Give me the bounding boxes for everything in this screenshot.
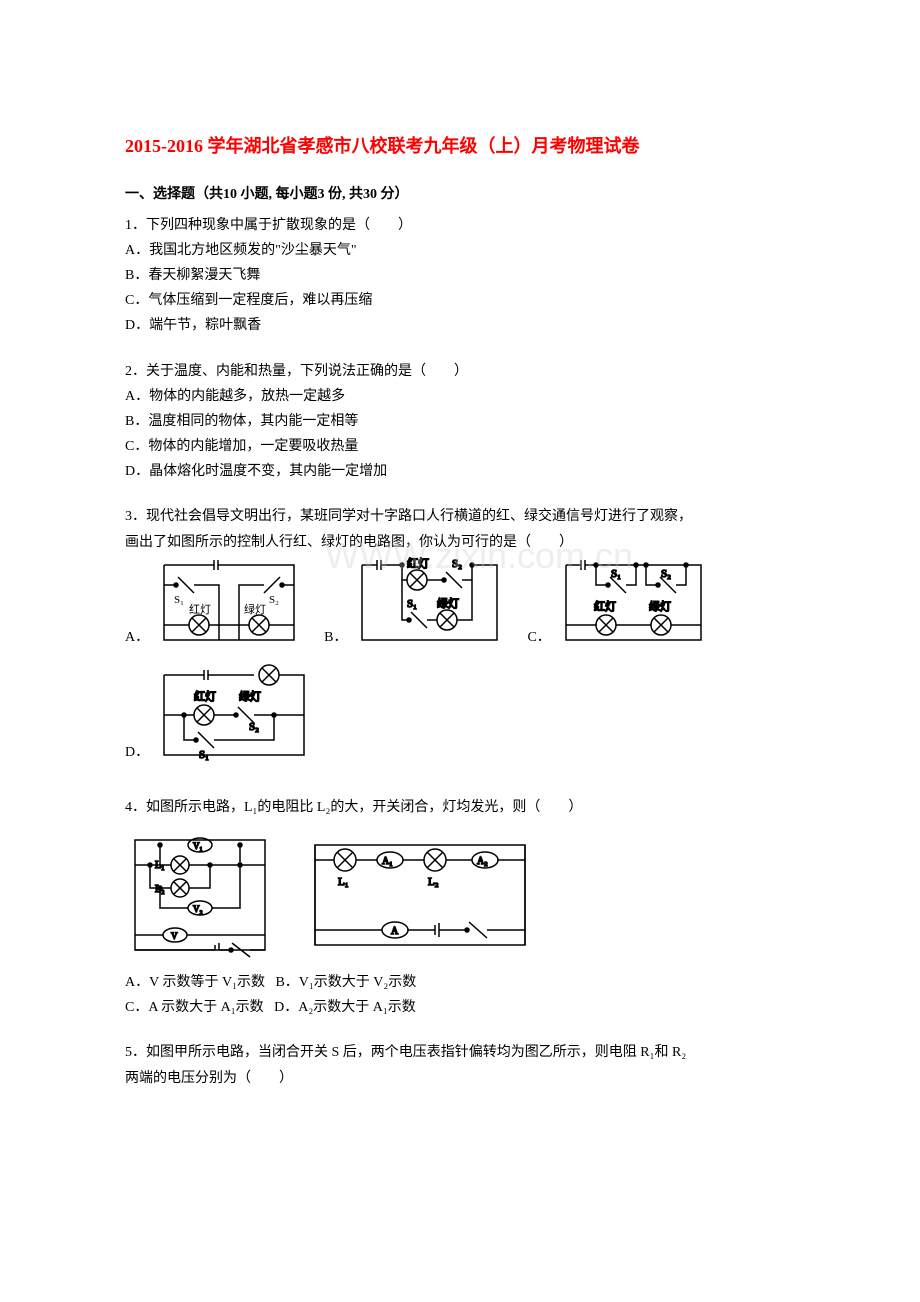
q3-label-c: C．	[527, 625, 550, 650]
q4-stem: 4．如图所示电路，L₁的电阻比 L₂的大，开关闭合，灯均发光，则（ ）	[125, 795, 795, 820]
q3-stem2: 画出了如图所示的控制人行红、绿灯的电路图，你认为可行的是（ ）	[125, 530, 795, 555]
q2-option-b: B．温度相同的物体，其内能一定相等	[125, 409, 795, 434]
question-3: 3．现代社会倡导文明出行，某班同学对十字路口人行横道的红、绿交通信号灯进行了观察…	[125, 504, 795, 774]
svg-text:V₁: V₁	[193, 841, 203, 851]
q1-option-c: C．气体压缩到一定程度后，难以再压缩	[125, 288, 795, 313]
svg-text:S₁: S₁	[174, 594, 184, 606]
svg-text:S₂: S₂	[661, 568, 671, 580]
section-header: 一、选择题（共10 小题, 每小题3 份, 共30 分）	[125, 182, 795, 207]
circuit-d-icon: 红灯 绿灯 S₂ S₁	[154, 660, 314, 765]
svg-text:绿灯: 绿灯	[239, 689, 261, 703]
question-5: 5．如图甲所示电路，当闭合开关 S 后，两个电压表指针偏转均为图乙所示，则电阻 …	[125, 1040, 795, 1090]
svg-text:红灯: 红灯	[194, 690, 216, 703]
q4-option-b: B．V₁示数大于 V₂示数	[275, 975, 416, 990]
svg-text:S₁: S₁	[407, 598, 417, 610]
q3-label-b: B．	[324, 625, 347, 650]
q2-option-a: A．物体的内能越多，放热一定越多	[125, 384, 795, 409]
question-1: 1．下列四种现象中属于扩散现象的是（ ） A．我国北方地区频发的"沙尘暴天气" …	[125, 213, 795, 339]
q2-option-c: C．物体的内能增加，一定要吸收热量	[125, 434, 795, 459]
svg-text:A₁: A₁	[382, 856, 393, 867]
svg-text:绿灯: 绿灯	[649, 599, 671, 613]
svg-text:绿灯: 绿灯	[437, 596, 459, 610]
q2-option-d: D．晶体熔化时温度不变，其内能一定增加	[125, 459, 795, 484]
svg-text:V: V	[171, 931, 178, 941]
question-4: 4．如图所示电路，L₁的电阻比 L₂的大，开关闭合，灯均发光，则（ ） V₁ L…	[125, 795, 795, 1021]
q2-stem: 2．关于温度、内能和热量，下列说法正确的是（ ）	[125, 359, 795, 384]
q5-stem2: 两端的电压分别为（ ）	[125, 1066, 795, 1091]
svg-text:红灯: 红灯	[407, 557, 429, 570]
circuit-b-icon: 红灯 S₂ 绿灯 S₁	[352, 555, 507, 650]
svg-text:S₂: S₂	[452, 558, 462, 570]
q3-option-b: B． 红灯 S₂ 绿灯	[324, 555, 507, 650]
q1-option-b: B．春天柳絮漫天飞舞	[125, 263, 795, 288]
q3-stem1: 3．现代社会倡导文明出行，某班同学对十字路口人行横道的红、绿交通信号灯进行了观察…	[125, 504, 795, 529]
svg-text:红灯: 红灯	[189, 603, 211, 616]
svg-text:L₁: L₁	[338, 876, 349, 888]
svg-text:V₂: V₂	[193, 904, 203, 914]
q4-option-a: A．V 示数等于 V₁示数	[125, 975, 265, 990]
svg-text:A: A	[391, 926, 399, 937]
q5-stem1: 5．如图甲所示电路，当闭合开关 S 后，两个电压表指针偏转均为图乙所示，则电阻 …	[125, 1040, 795, 1065]
page-title: 2015-2016 学年湖北省孝感市八校联考九年级（上）月考物理试卷	[125, 130, 795, 162]
circuit-c-icon: S₁ S₂ 红灯 绿灯	[556, 555, 711, 650]
q4-option-d: D．A₂示数大于 A₁示数	[274, 1000, 416, 1015]
q1-option-d: D．端午节，粽叶飘香	[125, 313, 795, 338]
circuit-a-icon: S₁ S₂ 红灯 绿灯	[154, 555, 304, 650]
q3-option-d: D． 红灯 绿灯 S₂ S₁	[125, 660, 314, 765]
svg-text:红灯: 红灯	[594, 600, 616, 613]
q4-option-c: C．A 示数大于 A₁示数	[125, 1000, 264, 1015]
circuit-q4-right-icon: L₁ A₁ L₂ A₂ A	[305, 830, 535, 960]
svg-text:S₁: S₁	[199, 749, 209, 761]
svg-text:S₂: S₂	[249, 721, 259, 733]
svg-text:S₂: S₂	[269, 594, 279, 606]
q3-label-a: A．	[125, 625, 149, 650]
q1-stem: 1．下列四种现象中属于扩散现象的是（ ）	[125, 213, 795, 238]
circuit-q4-left-icon: V₁ L₁ L₂ V₂	[125, 830, 275, 960]
question-2: 2．关于温度、内能和热量，下列说法正确的是（ ） A．物体的内能越多，放热一定越…	[125, 359, 795, 485]
q3-label-d: D．	[125, 740, 149, 765]
q3-option-a: A． S₁ S₂	[125, 555, 304, 650]
q3-option-c: C． S₁ S₂ 红灯	[527, 555, 710, 650]
svg-text:绿灯: 绿灯	[244, 602, 266, 616]
q1-option-a: A．我国北方地区频发的"沙尘暴天气"	[125, 238, 795, 263]
svg-text:S₁: S₁	[611, 568, 621, 580]
svg-text:L₂: L₂	[428, 876, 439, 888]
svg-text:A₂: A₂	[477, 856, 488, 867]
